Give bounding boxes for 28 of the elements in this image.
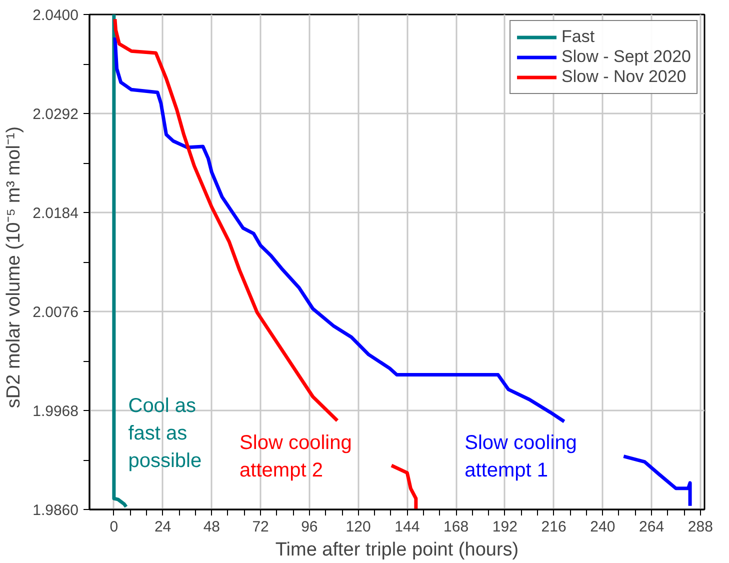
line-series bbox=[112, 14, 128, 508]
x-tick-label: 48 bbox=[203, 518, 220, 536]
legend-label: Slow - Sept 2020 bbox=[562, 47, 691, 67]
annotation: Slow cooling attempt 1 bbox=[464, 432, 577, 482]
x-tick-label: 96 bbox=[301, 518, 318, 536]
y-tick-label: 1.9860 bbox=[32, 502, 79, 519]
legend-label: Fast bbox=[562, 27, 595, 47]
x-tick-label: 288 bbox=[688, 518, 713, 536]
x-tick-label: 0 bbox=[110, 518, 118, 536]
annotation: Slow cooling attempt 2 bbox=[240, 432, 352, 482]
x-tick-label: 192 bbox=[492, 518, 518, 536]
x-tick-label: 168 bbox=[444, 518, 469, 536]
legend-label: Slow - Nov 2020 bbox=[562, 67, 686, 87]
y-tick-label: 2.0076 bbox=[32, 304, 79, 321]
y-tick-label: 2.0292 bbox=[32, 106, 79, 123]
x-tick-label: 240 bbox=[590, 518, 616, 536]
y-tick-label: 2.0400 bbox=[32, 7, 79, 24]
x-tick-label: 72 bbox=[252, 518, 269, 536]
x-tick-label: 264 bbox=[639, 518, 664, 536]
x-axis-title: Time after triple point (hours) bbox=[275, 540, 519, 560]
y-axis-title: sD2 molar volume (10⁻⁵ m³ mol⁻¹) bbox=[4, 126, 25, 408]
x-tick-label: 216 bbox=[541, 518, 566, 536]
x-tick-label: 24 bbox=[154, 518, 172, 536]
y-tick-label: 2.0184 bbox=[32, 205, 79, 222]
x-tick-label: 120 bbox=[346, 518, 371, 536]
y-tick-label: 1.9968 bbox=[32, 403, 79, 420]
annotation: Cool as fast as possible bbox=[128, 395, 202, 472]
x-tick-label: 144 bbox=[394, 518, 420, 536]
